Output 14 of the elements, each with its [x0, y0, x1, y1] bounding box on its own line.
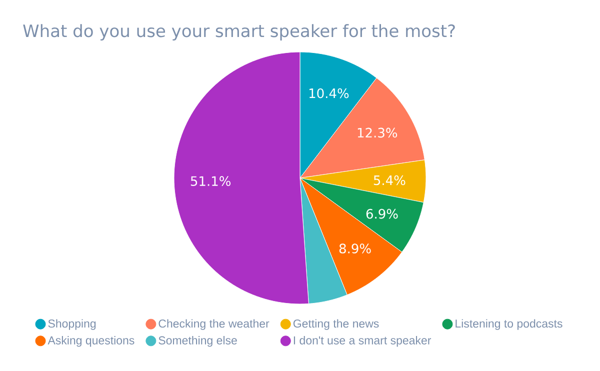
chart-title: What do you use your smart speaker for the most? — [23, 24, 455, 41]
data-label: 10.4% — [309, 88, 349, 98]
data-label: 6.9% — [366, 208, 398, 219]
legend-label: Asking questions — [48, 336, 134, 347]
legend-label: Checking the weather — [158, 319, 270, 330]
legend-label: Something else — [158, 336, 237, 347]
legend-label: Shopping — [48, 319, 96, 330]
legend-label: I don't use a smart speaker — [294, 336, 432, 347]
data-label: 51.1% — [190, 176, 231, 186]
data-label: 5.4% — [374, 175, 406, 186]
data-label: 12.3% — [358, 128, 398, 138]
data-label: 8.9% — [339, 244, 371, 254]
legend-label: Getting the news — [293, 319, 379, 330]
legend-label: Listening to podcasts — [456, 319, 562, 330]
